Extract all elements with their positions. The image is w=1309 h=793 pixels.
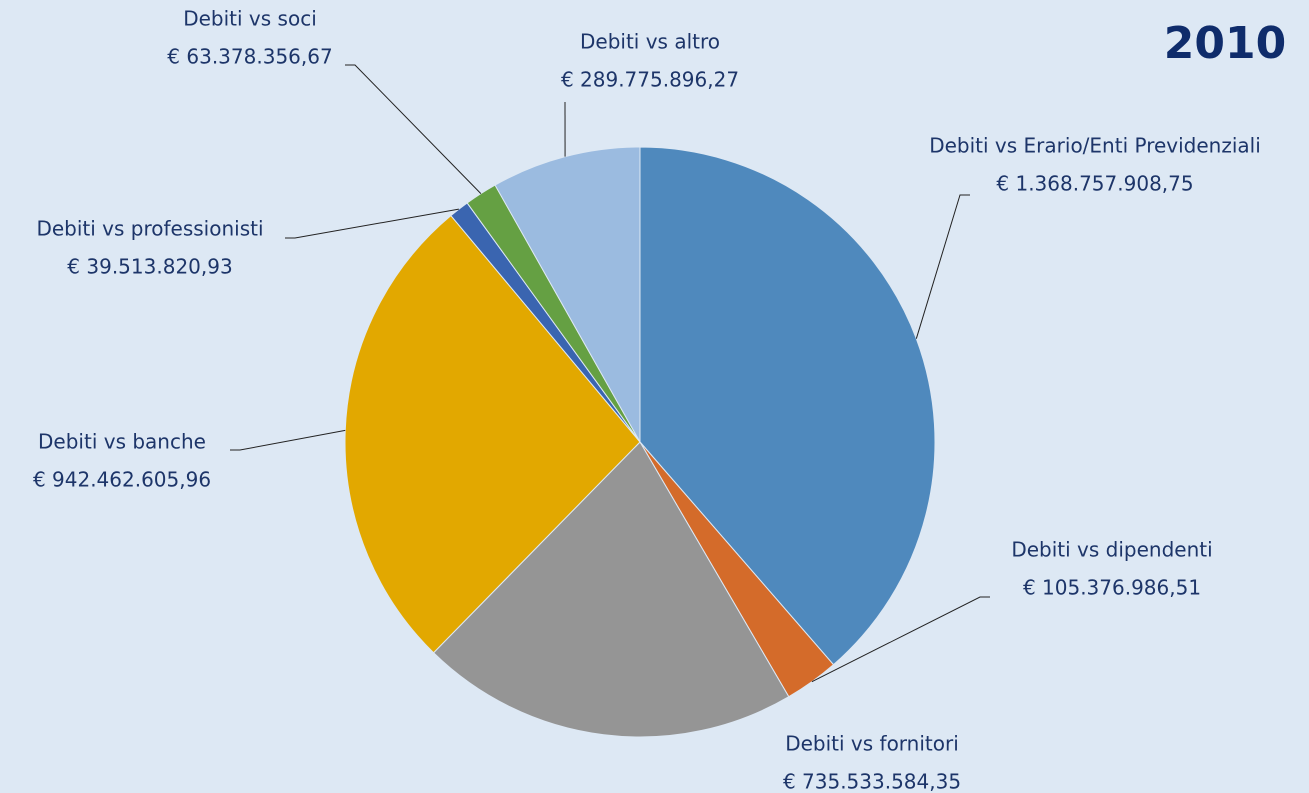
slice-value-label: € 63.378.356,67 [167,45,332,69]
pie-slice [344,214,641,654]
pie-slice [639,146,936,666]
slice-label: Debiti vs banche [38,430,206,454]
pie-slice [494,146,641,444]
slice-value-label: € 735.533.584,35 [783,770,961,793]
slice-value-label: € 1.368.757.908,75 [996,172,1193,196]
leader-line [285,208,459,239]
leader-line [811,596,990,683]
slice-value-label: € 105.376.986,51 [1023,576,1201,600]
slice-label: Debiti vs altro [580,30,720,54]
slice-label: Debiti vs Erario/Enti Previdenziali [929,134,1261,158]
pie-slice [432,441,790,738]
leader-line [345,64,482,194]
slice-label: Debiti vs soci [183,7,317,31]
slice-label: Debiti vs professionisti [36,217,263,241]
slice-value-label: € 39.513.820,93 [67,255,232,279]
slice-label: Debiti vs fornitori [785,732,959,756]
slice-value-label: € 942.462.605,96 [33,468,211,492]
slice-value-label: € 289.775.896,27 [561,68,739,92]
chart-title: 2010 [1164,18,1286,69]
leader-line [915,194,970,339]
slice-label: Debiti vs dipendenti [1011,538,1212,562]
leader-line [230,429,346,451]
